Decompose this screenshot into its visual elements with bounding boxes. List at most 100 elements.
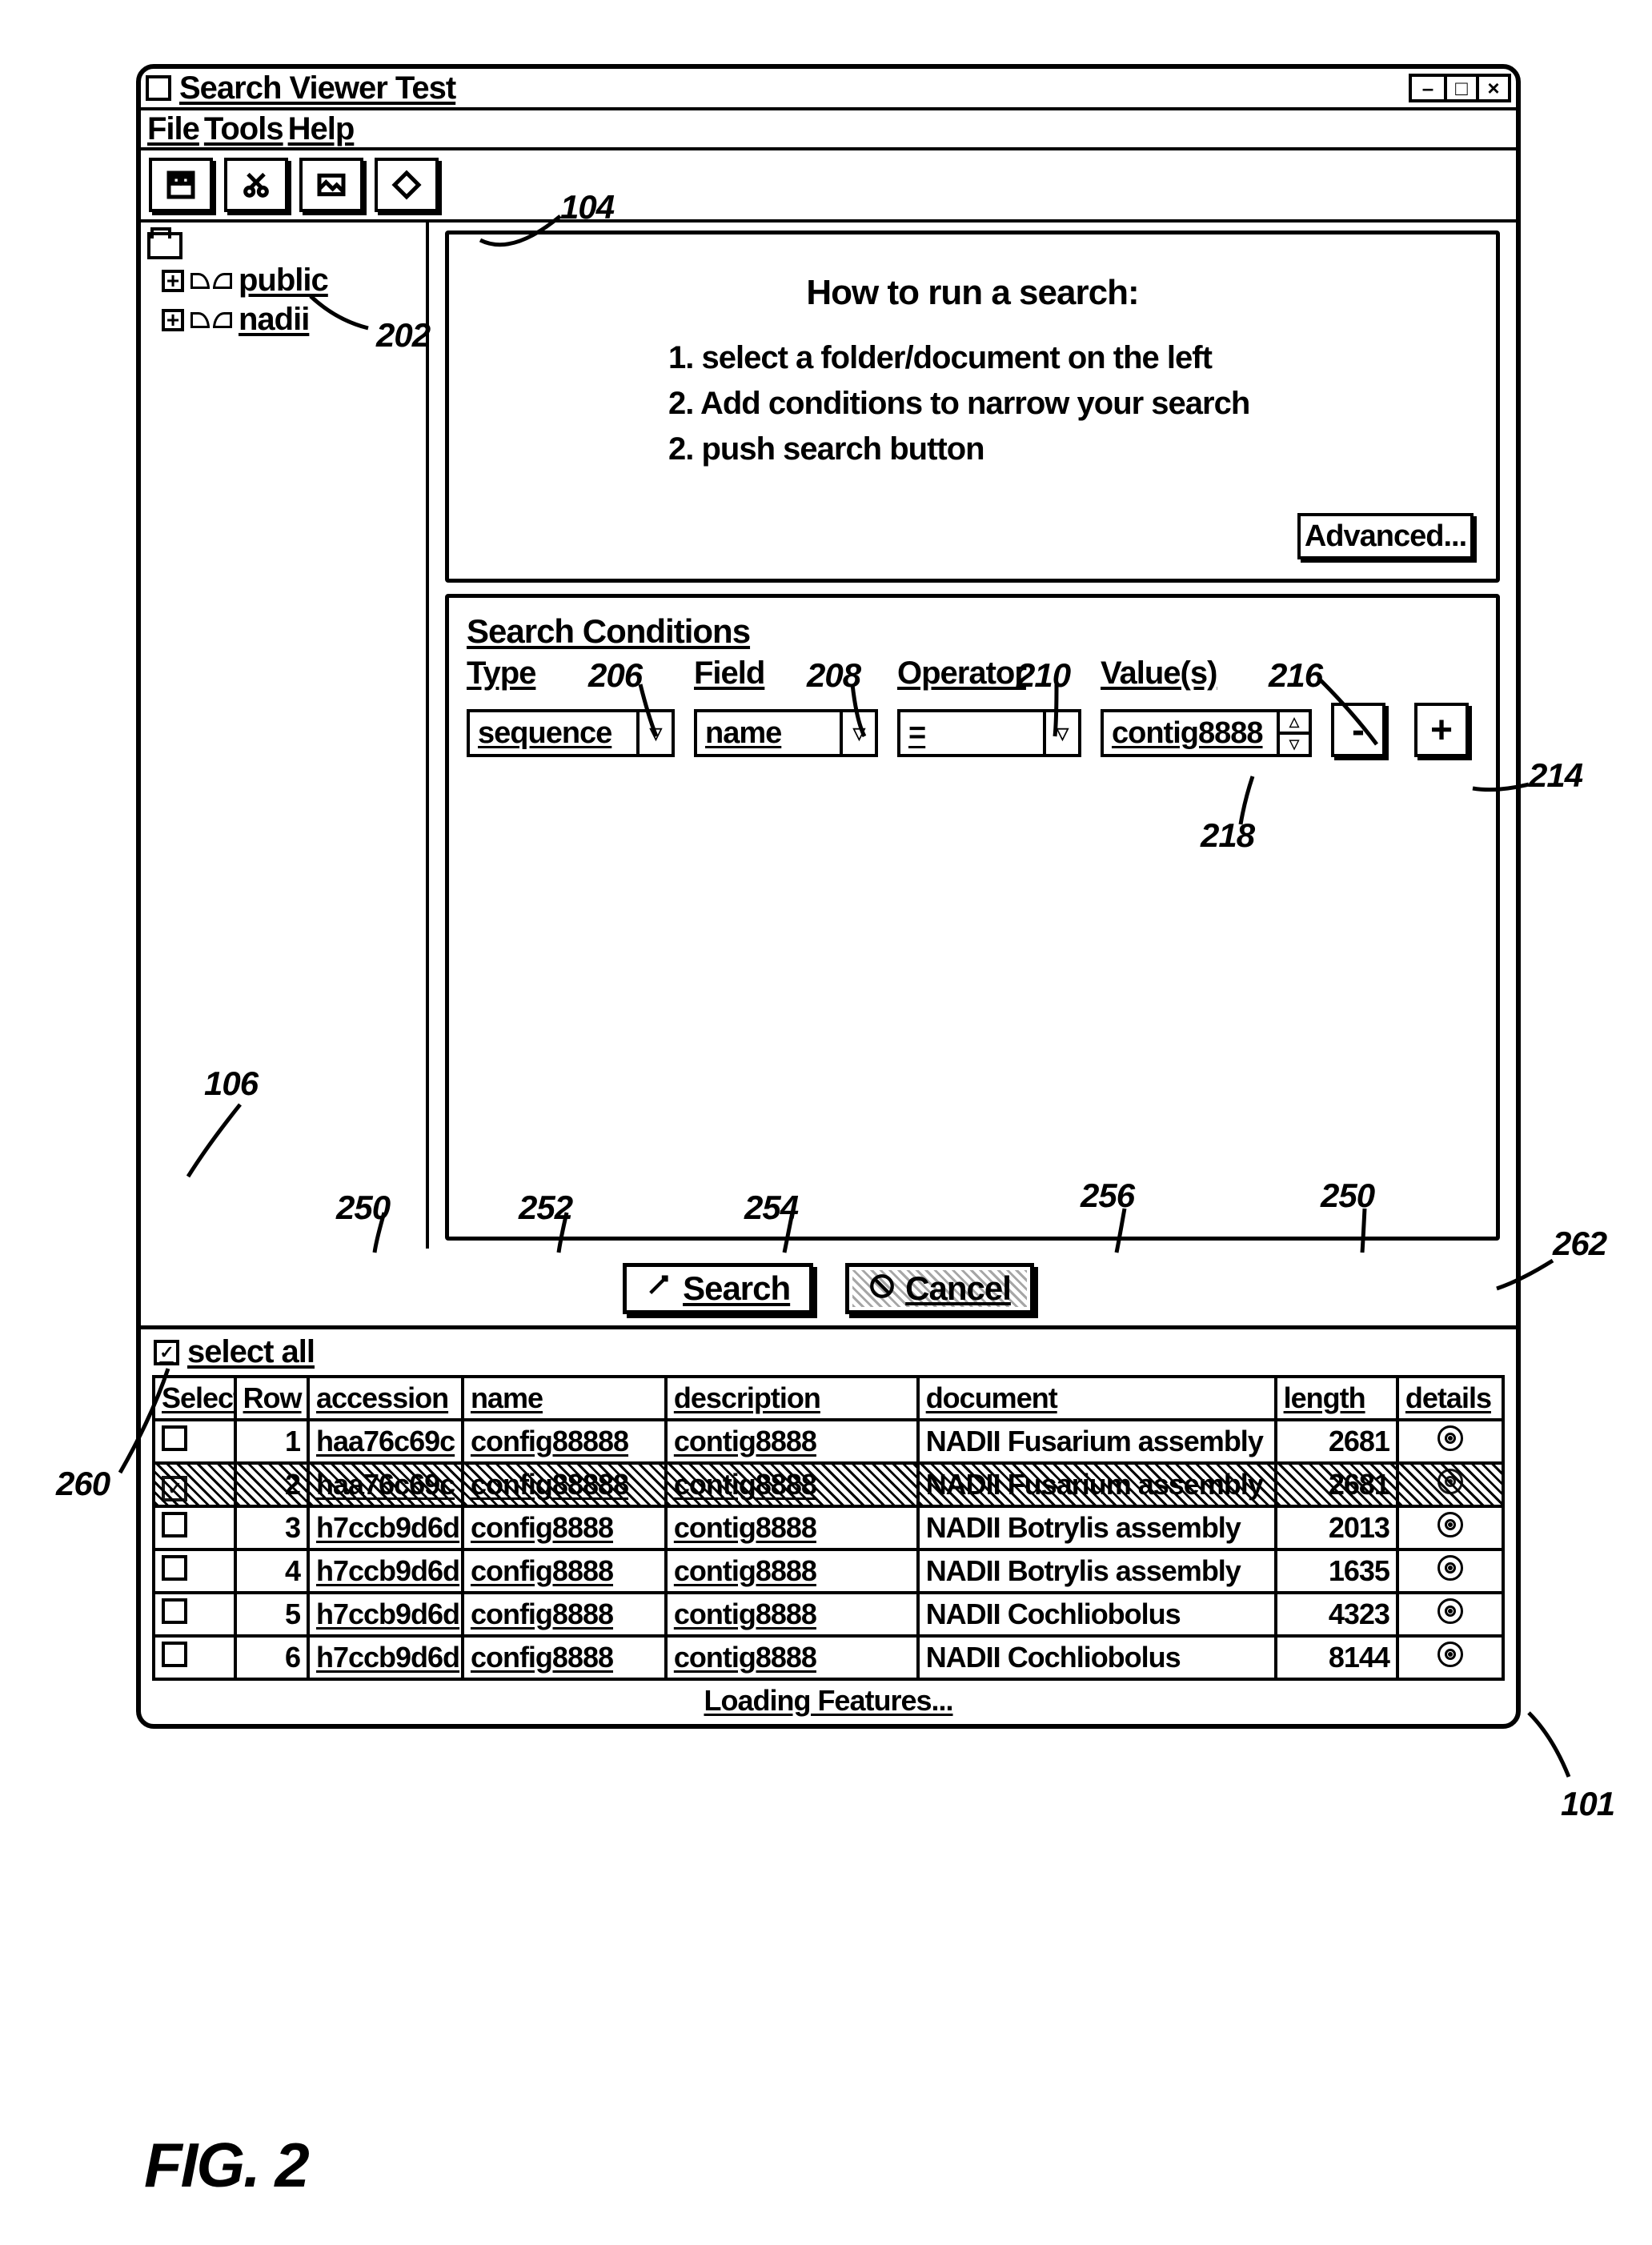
field-select[interactable]: name ▽ (694, 709, 878, 757)
col-length[interactable]: length (1276, 1377, 1397, 1420)
col-name[interactable]: name (463, 1377, 666, 1420)
target-icon (1437, 1425, 1463, 1451)
callout-218: 218 (1201, 816, 1254, 855)
spinner-down-icon[interactable]: ▽ (1280, 732, 1309, 754)
cell-accession[interactable]: h7ccb9d6d (308, 1549, 463, 1593)
col-select[interactable]: Select (154, 1377, 235, 1420)
table-row[interactable]: ✓2haa76c69cconfig88888contig8888NADII Fu… (154, 1463, 1503, 1506)
cell-select[interactable] (154, 1420, 235, 1463)
callout-256: 256 (1081, 1177, 1134, 1215)
cancel-button[interactable]: Cancel (845, 1263, 1034, 1314)
menu-help[interactable]: Help (288, 111, 355, 147)
howto-list: 1. select a folder/document on the left … (668, 335, 1277, 471)
col-accession[interactable]: accession (308, 1377, 463, 1420)
table-row[interactable]: 4h7ccb9d6dconfig8888contig8888NADII Botr… (154, 1549, 1503, 1593)
main-split: + public + nadii How to run a search: 1.… (141, 222, 1516, 1249)
cell-row: 2 (235, 1463, 308, 1506)
tree-node-icon (190, 312, 232, 328)
howto-title: How to run a search: (467, 273, 1478, 313)
dropdown-arrow-icon: ▽ (840, 712, 875, 754)
value-input-text: contig8888 (1104, 712, 1277, 754)
tree-item-public[interactable]: + public (162, 263, 419, 299)
select-all-checkbox[interactable]: ✓ select all (154, 1334, 1503, 1370)
operator-select[interactable]: = ▽ (897, 709, 1081, 757)
target-icon (1437, 1598, 1463, 1624)
status-text: Loading Features... (152, 1684, 1505, 1718)
cell-details[interactable] (1397, 1420, 1503, 1463)
cell-select[interactable]: ✓ (154, 1463, 235, 1506)
folder-tree-pane: + public + nadii (141, 222, 429, 1249)
callout-104: 104 (560, 188, 614, 227)
expand-icon[interactable]: + (162, 309, 184, 331)
cell-details[interactable] (1397, 1463, 1503, 1506)
callout-260: 260 (56, 1465, 110, 1503)
cell-select[interactable] (154, 1636, 235, 1679)
value-input[interactable]: contig8888 △ ▽ (1101, 709, 1312, 757)
cell-details[interactable] (1397, 1593, 1503, 1636)
type-select[interactable]: sequence ▽ (467, 709, 675, 757)
advanced-button[interactable]: Advanced... (1297, 513, 1474, 559)
table-row[interactable]: 6h7ccb9d6dconfig8888contig8888NADII Coch… (154, 1636, 1503, 1679)
toolbtn-cut-icon[interactable] (224, 158, 288, 212)
col-details[interactable]: details (1397, 1377, 1503, 1420)
menu-file[interactable]: File (147, 111, 199, 147)
cell-accession[interactable]: h7ccb9d6d (308, 1593, 463, 1636)
toolbtn-tag-icon[interactable] (375, 158, 439, 212)
cell-description: contig8888 (666, 1636, 918, 1679)
cancel-icon (868, 1269, 896, 1308)
cell-accession[interactable]: h7ccb9d6d (308, 1636, 463, 1679)
cell-details[interactable] (1397, 1636, 1503, 1679)
cell-details[interactable] (1397, 1549, 1503, 1593)
cell-row: 1 (235, 1420, 308, 1463)
table-row[interactable]: 3h7ccb9d6dconfig8888contig8888NADII Botr… (154, 1506, 1503, 1549)
type-select-value: sequence (470, 716, 636, 751)
expand-icon[interactable]: + (162, 270, 184, 292)
tree-node-icon (190, 273, 232, 289)
callout-208: 208 (807, 656, 860, 695)
menu-tools[interactable]: Tools (204, 111, 283, 147)
maximize-button[interactable]: □ (1444, 77, 1476, 99)
menubar: File Tools Help (141, 110, 1516, 150)
close-button[interactable]: × (1476, 77, 1508, 99)
cell-description: contig8888 (666, 1506, 918, 1549)
cell-description: contig8888 (666, 1549, 918, 1593)
minimize-button[interactable]: – (1412, 77, 1444, 99)
cell-select[interactable] (154, 1506, 235, 1549)
toolbtn-home-icon[interactable] (149, 158, 213, 212)
cell-document: NADII Cochliobolus (918, 1593, 1276, 1636)
cell-accession[interactable]: haa76c69c (308, 1463, 463, 1506)
remove-condition-button[interactable]: - (1331, 703, 1385, 757)
app-window: Search Viewer Test – □ × File Tools Help (136, 64, 1521, 1729)
col-description[interactable]: description (666, 1377, 918, 1420)
col-type: Type (467, 655, 675, 695)
search-button[interactable]: Search (623, 1263, 813, 1314)
cell-details[interactable] (1397, 1506, 1503, 1549)
tree-label: public (239, 263, 328, 299)
callout-210: 210 (1016, 656, 1070, 695)
cell-document: NADII Fusarium assembly (918, 1420, 1276, 1463)
table-row[interactable]: 5h7ccb9d6dconfig8888contig8888NADII Coch… (154, 1593, 1503, 1636)
cell-accession[interactable]: haa76c69c (308, 1420, 463, 1463)
titlebar: Search Viewer Test – □ × (141, 69, 1516, 110)
table-row[interactable]: 1haa76c69cconfig88888contig8888NADII Fus… (154, 1420, 1503, 1463)
spinner-up-icon[interactable]: △ (1280, 712, 1309, 732)
toolbtn-image-icon[interactable] (299, 158, 363, 212)
add-condition-button[interactable]: + (1414, 703, 1469, 757)
cell-document: NADII Fusarium assembly (918, 1463, 1276, 1506)
action-row: Search Cancel (141, 1249, 1516, 1325)
col-document[interactable]: document (918, 1377, 1276, 1420)
cell-select[interactable] (154, 1549, 235, 1593)
callout-250b: 250 (1321, 1177, 1374, 1215)
toolbar (141, 150, 1516, 222)
figure-label: FIG. 2 (144, 2129, 308, 2202)
howto-panel: How to run a search: 1. select a folder/… (445, 231, 1500, 583)
cell-select[interactable] (154, 1593, 235, 1636)
checkbox-icon (162, 1555, 187, 1581)
cell-name: config8888 (463, 1636, 666, 1679)
target-icon (1437, 1555, 1463, 1581)
value-spinner-buttons[interactable]: △ ▽ (1277, 712, 1309, 754)
folder-root-icon[interactable] (147, 232, 182, 259)
col-row[interactable]: Row (235, 1377, 308, 1420)
cell-description: contig8888 (666, 1593, 918, 1636)
cell-accession[interactable]: h7ccb9d6d (308, 1506, 463, 1549)
